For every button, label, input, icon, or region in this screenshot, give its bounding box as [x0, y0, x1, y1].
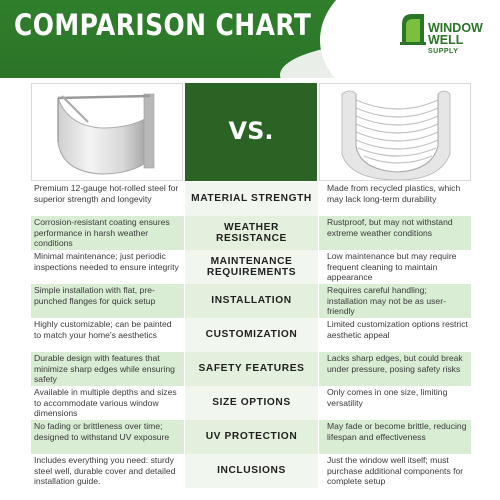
feature-label: WEATHER RESISTANCE — [185, 216, 318, 250]
plastic-window-well-icon — [341, 90, 451, 181]
plastic-cell: Rustproof, but may not withstand extreme… — [319, 216, 471, 250]
comparison-row-installation: Simple installation with flat, pre-punch… — [31, 284, 471, 318]
steel-window-well-icon — [57, 93, 155, 175]
comparison-table: VS. Premium 12-gauge hot-roll — [31, 83, 471, 493]
image-row: VS. — [31, 83, 471, 181]
plastic-window-well-image — [319, 83, 471, 181]
feature-label: MATERIAL STRENGTH — [185, 182, 318, 216]
plastic-cell: Made from recycled plastics, which may l… — [319, 182, 471, 216]
comparison-row-inclusions: Includes everything you need: sturdy ste… — [31, 454, 471, 488]
feature-label: INCLUSIONS — [185, 454, 318, 488]
header-banner: COMPARISON CHART WINDOW WELL SUPPLY — [0, 0, 500, 78]
steel-cell: No fading or brittleness over time; desi… — [31, 420, 184, 454]
plastic-cell: Only comes in one size, limiting versati… — [319, 386, 471, 420]
feature-label: SIZE OPTIONS — [185, 386, 318, 420]
steel-cell: Highly customizable; can be painted to m… — [31, 318, 184, 352]
steel-cell: Simple installation with flat, pre-punch… — [31, 284, 184, 318]
comparison-row-material-strength: Premium 12-gauge hot-rolled steel for su… — [31, 182, 471, 216]
plastic-cell: Limited customization options restrict a… — [319, 318, 471, 352]
plastic-cell: Requires careful handling; installation … — [319, 284, 471, 318]
plastic-cell: Low maintenance but may require frequent… — [319, 250, 471, 284]
steel-cell: Corrosion-resistant coating ensures perf… — [31, 216, 184, 250]
steel-cell: Available in multiple depths and sizes t… — [31, 386, 184, 420]
feature-label: SAFETY FEATURES — [185, 352, 318, 386]
plastic-cell: Lacks sharp edges, but could break under… — [319, 352, 471, 386]
vs-header-cell: VS. — [185, 83, 317, 181]
feature-label: UV PROTECTION — [185, 420, 318, 454]
comparison-row-customization: Highly customizable; can be painted to m… — [31, 318, 471, 352]
brand-logo: WINDOW WELL SUPPLY — [400, 12, 496, 68]
logo-line-1: WINDOW — [428, 21, 483, 35]
page-title: COMPARISON CHART — [14, 8, 312, 42]
feature-label: INSTALLATION — [185, 284, 318, 318]
plastic-cell: Just the window well itself; must purcha… — [319, 454, 471, 488]
steel-window-well-image — [31, 83, 183, 181]
plastic-cell: May fade or become brittle, reducing lif… — [319, 420, 471, 454]
comparison-row-uv-protection: No fading or brittleness over time; desi… — [31, 420, 471, 454]
vs-label: VS. — [228, 117, 274, 145]
comparison-row-size-options: Available in multiple depths and sizes t… — [31, 386, 471, 420]
steel-cell: Includes everything you need: sturdy ste… — [31, 454, 184, 488]
steel-cell: Premium 12-gauge hot-rolled steel for su… — [31, 182, 184, 216]
steel-cell: Durable design with features that minimi… — [31, 352, 184, 386]
comparison-row-weather-resistance: Corrosion-resistant coating ensures perf… — [31, 216, 471, 250]
logo-wordmark: WINDOW WELL — [428, 21, 483, 47]
comparison-row-maintenance: Minimal maintenance; just periodic inspe… — [31, 250, 471, 284]
logo-mark-icon — [400, 14, 426, 45]
logo-subtext: SUPPLY — [428, 48, 459, 55]
feature-label: MAINTENANCE REQUIREMENTS — [185, 250, 318, 284]
steel-cell: Minimal maintenance; just periodic inspe… — [31, 250, 184, 284]
feature-label: CUSTOMIZATION — [185, 318, 318, 352]
logo-line-2: WELL — [428, 33, 464, 47]
comparison-row-safety-features: Durable design with features that minimi… — [31, 352, 471, 386]
